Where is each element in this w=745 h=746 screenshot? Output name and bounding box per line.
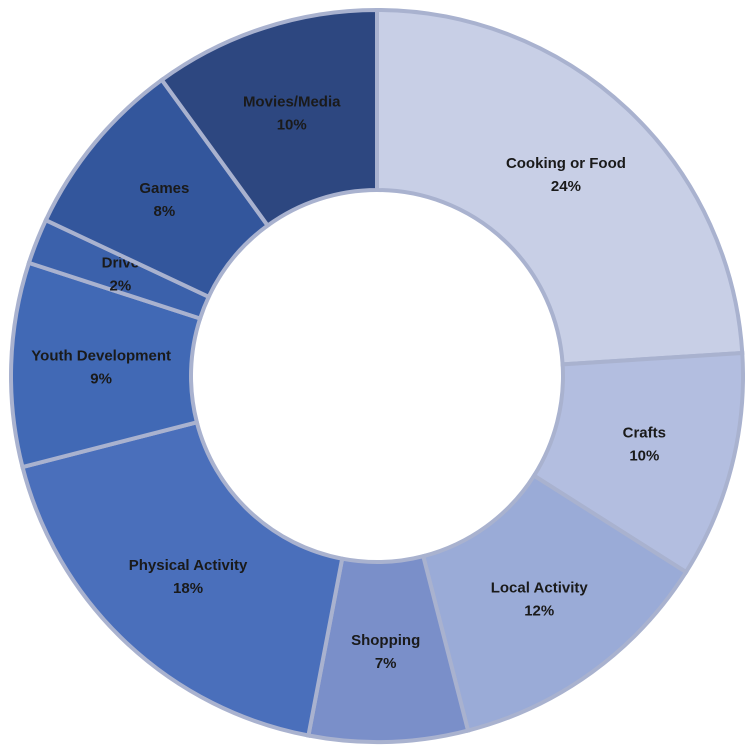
donut-slice	[20, 419, 345, 738]
slice-value-label: 7%	[375, 655, 397, 672]
slice-label: Shopping	[351, 632, 420, 649]
slice-value-label: 18%	[173, 580, 203, 597]
slice-label: Cooking or Food	[506, 155, 626, 172]
slice-value-label: 2%	[110, 277, 132, 294]
slice-value-label: 24%	[551, 178, 581, 195]
slice-label: Crafts	[623, 425, 666, 442]
slice-label: Local Activity	[491, 579, 589, 596]
slice-label: Movies/Media	[243, 93, 341, 110]
donut-slice	[159, 7, 379, 229]
slice-value-label: 10%	[277, 116, 307, 133]
slice-label: Youth Development	[31, 347, 171, 364]
donut-slice	[375, 7, 745, 367]
slice-value-label: 12%	[524, 602, 554, 619]
slice-label: Physical Activity	[129, 557, 248, 574]
slice-value-label: 8%	[153, 203, 175, 220]
slice-value-label: 10%	[629, 448, 659, 465]
slice-label: Games	[139, 180, 189, 197]
donut-slice	[420, 472, 689, 733]
slice-value-label: 9%	[90, 370, 112, 387]
